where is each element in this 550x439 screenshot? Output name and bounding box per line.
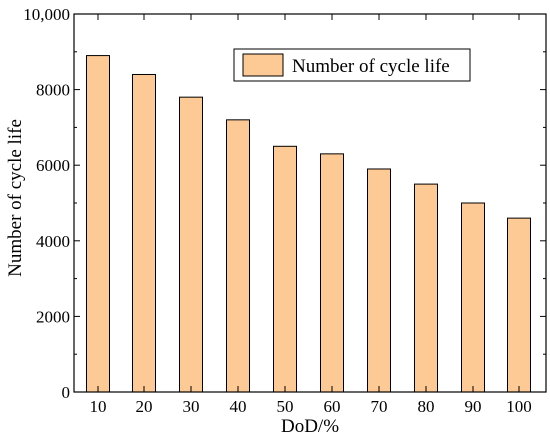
bar-40: [226, 119, 250, 393]
x-tick-label: 30: [183, 397, 200, 416]
y-tick-label: 0: [62, 383, 71, 402]
y-tick-label: 10,000: [23, 5, 70, 24]
bar-30: [179, 96, 203, 393]
bar-70: [367, 168, 391, 393]
bar-80: [414, 183, 438, 393]
bar-20: [132, 73, 156, 393]
y-tick-label: 6000: [36, 156, 70, 175]
x-tick-label: 90: [465, 397, 482, 416]
legend-label: Number of cycle life: [292, 56, 450, 77]
x-tick-label: 50: [277, 397, 294, 416]
bar-60: [320, 153, 344, 393]
x-tick-label: 100: [506, 397, 532, 416]
bar-90: [461, 202, 485, 393]
x-tick-label: 60: [324, 397, 341, 416]
y-tick-label: 4000: [36, 232, 70, 251]
x-tick-label: 10: [90, 397, 107, 416]
bar-50: [273, 145, 297, 393]
bar-100: [507, 217, 531, 393]
y-axis-label: Number of cycle life: [5, 119, 26, 277]
x-tick-label: 20: [136, 397, 153, 416]
x-tick-label: 40: [230, 397, 247, 416]
legend: Number of cycle life: [233, 48, 471, 82]
y-tick-label: 8000: [36, 81, 70, 100]
x-tick-label: 80: [418, 397, 435, 416]
x-axis-label: DoD/%: [281, 416, 339, 437]
bar-10: [86, 55, 110, 393]
x-tick-label: 70: [371, 397, 388, 416]
legend-swatch: [242, 53, 284, 77]
ticks-group: 0 2000 4000 6000 8000 10,000 10 20 30 40 50 60 70 80 9…: [23, 5, 546, 416]
bars-group: [86, 55, 531, 393]
y-tick-label: 2000: [36, 307, 70, 326]
